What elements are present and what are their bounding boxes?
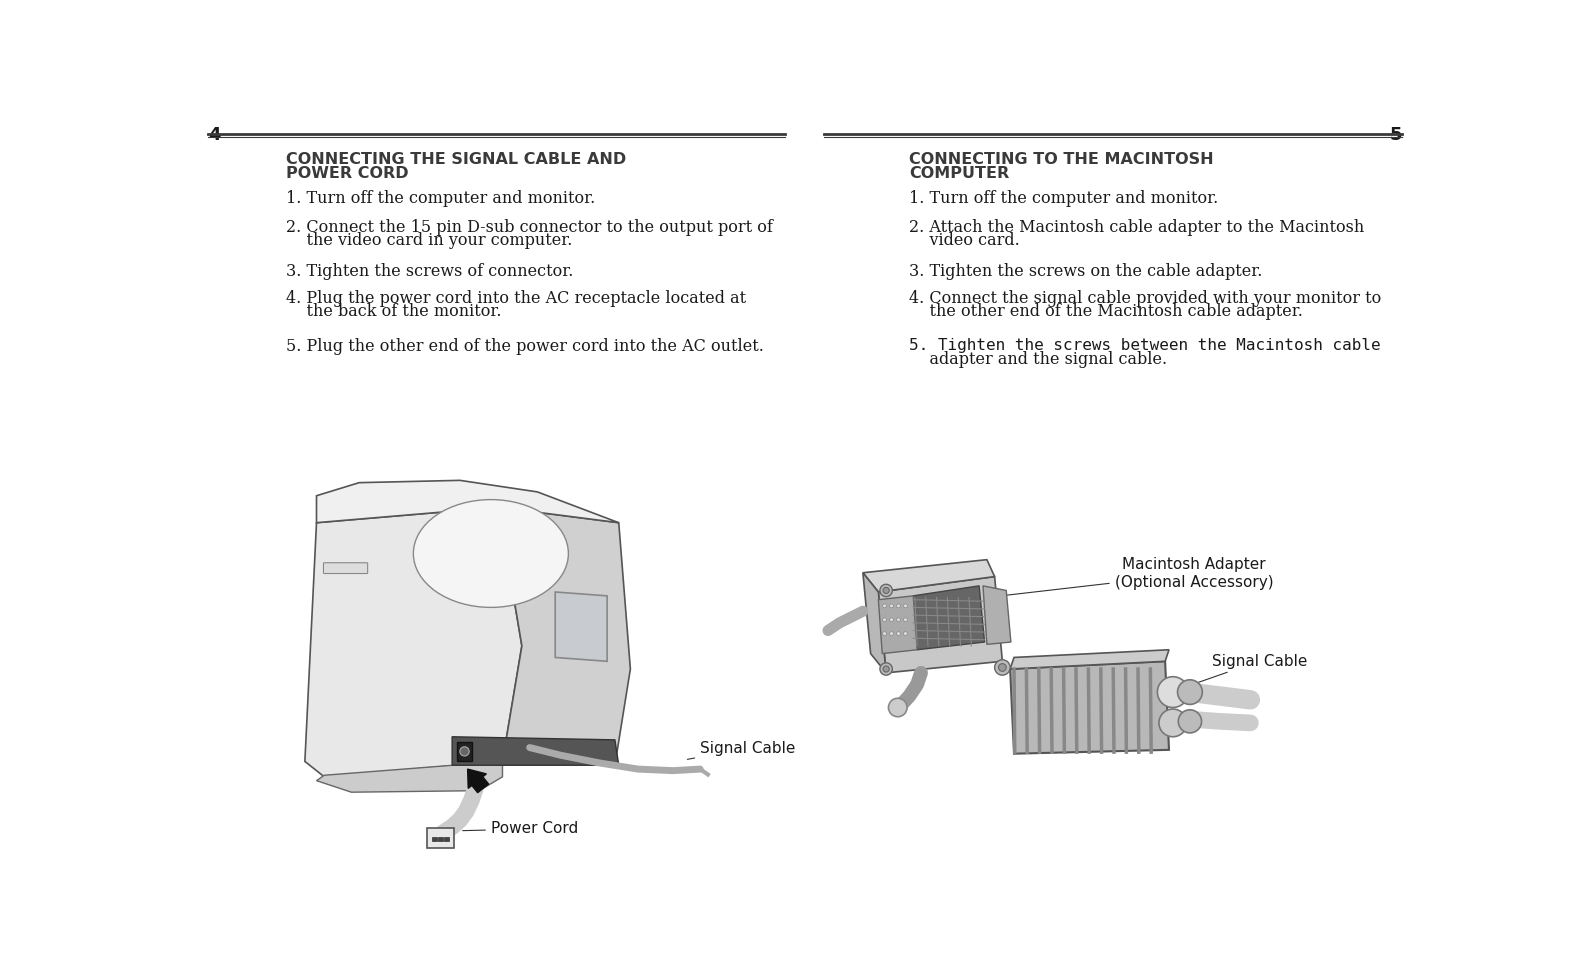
Text: POWER CORD: POWER CORD xyxy=(286,166,408,181)
Text: CONNECTING TO THE MACINTOSH: CONNECTING TO THE MACINTOSH xyxy=(910,152,1214,166)
Circle shape xyxy=(883,587,889,594)
Text: 5: 5 xyxy=(1390,126,1403,144)
Text: the video card in your computer.: the video card in your computer. xyxy=(286,232,572,248)
Circle shape xyxy=(999,664,1007,671)
Circle shape xyxy=(883,618,886,622)
Polygon shape xyxy=(1010,649,1169,669)
Circle shape xyxy=(889,604,894,607)
Polygon shape xyxy=(878,577,1002,673)
Bar xyxy=(438,837,443,840)
Circle shape xyxy=(897,631,900,635)
Text: 1. Turn off the computer and monitor.: 1. Turn off the computer and monitor. xyxy=(286,190,595,207)
Polygon shape xyxy=(983,585,1010,645)
FancyBboxPatch shape xyxy=(324,562,368,574)
Text: 3. Tighten the screws of connector.: 3. Tighten the screws of connector. xyxy=(286,264,573,280)
Polygon shape xyxy=(457,742,473,761)
Polygon shape xyxy=(316,761,503,793)
Circle shape xyxy=(889,631,894,635)
Text: 2. Attach the Macintosh cable adapter to the Macintosh: 2. Attach the Macintosh cable adapter to… xyxy=(910,219,1365,236)
Polygon shape xyxy=(555,592,606,661)
Circle shape xyxy=(1158,677,1188,708)
Circle shape xyxy=(903,604,908,607)
Circle shape xyxy=(903,631,908,635)
Text: the other end of the Macintosh cable adapter.: the other end of the Macintosh cable ada… xyxy=(910,304,1304,320)
Circle shape xyxy=(897,604,900,607)
Circle shape xyxy=(883,631,886,635)
Circle shape xyxy=(903,618,908,622)
Text: 4: 4 xyxy=(207,126,220,144)
Polygon shape xyxy=(862,573,886,673)
Circle shape xyxy=(889,698,906,717)
Text: 5. Plug the other end of the power cord into the AC outlet.: 5. Plug the other end of the power cord … xyxy=(286,338,764,355)
Circle shape xyxy=(883,604,886,607)
Circle shape xyxy=(889,618,894,622)
Polygon shape xyxy=(1010,661,1169,753)
Ellipse shape xyxy=(413,499,569,607)
Circle shape xyxy=(1178,680,1202,705)
Text: 1. Turn off the computer and monitor.: 1. Turn off the computer and monitor. xyxy=(910,190,1219,207)
Text: 3. Tighten the screws on the cable adapter.: 3. Tighten the screws on the cable adapt… xyxy=(910,264,1263,280)
Circle shape xyxy=(883,666,889,672)
Circle shape xyxy=(460,747,470,756)
Text: 4. Connect the signal cable provided with your monitor to: 4. Connect the signal cable provided wit… xyxy=(910,290,1381,308)
Text: the back of the monitor.: the back of the monitor. xyxy=(286,304,501,320)
Polygon shape xyxy=(427,828,454,848)
Text: Macintosh Adapter
(Optional Accessory): Macintosh Adapter (Optional Accessory) xyxy=(971,558,1274,600)
Circle shape xyxy=(880,663,892,675)
Bar xyxy=(432,837,437,840)
Text: COMPUTER: COMPUTER xyxy=(910,166,1010,181)
Text: Signal Cable: Signal Cable xyxy=(688,741,795,759)
Text: CONNECTING THE SIGNAL CABLE AND: CONNECTING THE SIGNAL CABLE AND xyxy=(286,152,625,166)
Text: Signal Cable: Signal Cable xyxy=(1130,653,1307,707)
Circle shape xyxy=(897,618,900,622)
Polygon shape xyxy=(913,585,985,649)
Circle shape xyxy=(994,660,1010,675)
Text: Power Cord: Power Cord xyxy=(462,821,578,837)
Text: 2. Connect the 15 pin D-sub connector to the output port of: 2. Connect the 15 pin D-sub connector to… xyxy=(286,219,773,236)
Text: 5. Tighten the screws between the Macintosh cable: 5. Tighten the screws between the Macint… xyxy=(910,338,1381,353)
Polygon shape xyxy=(305,507,522,776)
Polygon shape xyxy=(498,507,630,765)
Text: 4. Plug the power cord into the AC receptacle located at: 4. Plug the power cord into the AC recep… xyxy=(286,290,746,308)
Polygon shape xyxy=(316,480,619,522)
Text: video card.: video card. xyxy=(910,232,1020,248)
Circle shape xyxy=(1178,710,1202,732)
Polygon shape xyxy=(878,596,917,653)
Circle shape xyxy=(1159,709,1186,736)
FancyArrow shape xyxy=(468,769,489,793)
Polygon shape xyxy=(862,560,994,592)
Bar xyxy=(445,837,449,840)
Polygon shape xyxy=(452,736,619,765)
Text: adapter and the signal cable.: adapter and the signal cable. xyxy=(910,351,1167,368)
Circle shape xyxy=(880,584,892,597)
